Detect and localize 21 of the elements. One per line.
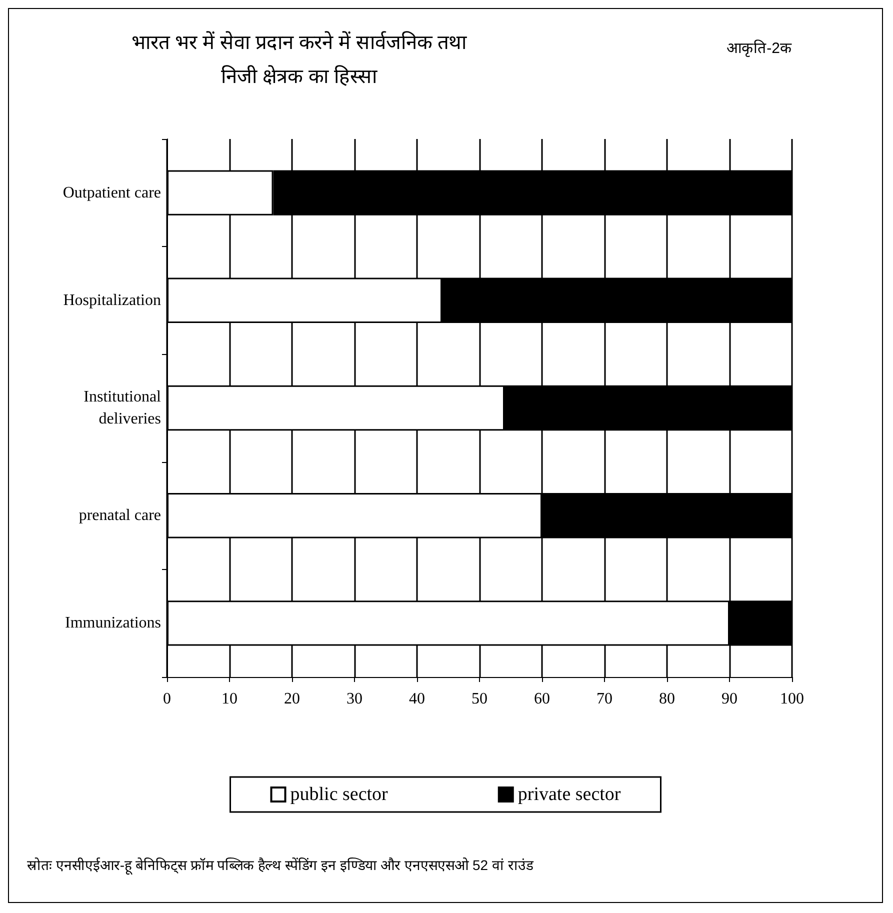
legend-label: public sector bbox=[290, 784, 389, 805]
x-tick-label: 100 bbox=[780, 690, 804, 708]
x-tick-label: 10 bbox=[222, 690, 238, 708]
text: स्रोतः एनसीएईआर-हू बेनिफिट्स फ्रॉम पब्लिक हैल्थ स्पेंडिंग इन इण्डिया और एनएसएसओ 52 वां राउंड bbox=[27, 857, 534, 875]
y-tick-label: Outpatient care bbox=[62, 184, 161, 202]
x-tick-label: 30 bbox=[346, 690, 362, 708]
x-tick-label: 40 bbox=[409, 690, 425, 708]
y-tick-label: Hospitalization bbox=[63, 292, 161, 309]
x-tick-label: 50 bbox=[472, 690, 488, 708]
y-tick-label: Institutional deliveries bbox=[84, 388, 162, 428]
chart-title: भारत भर में सेवा प्रदान करने में सार्वजनिक तथा निजी क्षेत्रक का हिस्सा bbox=[131, 31, 468, 88]
y-tick-label: prenatal care bbox=[78, 507, 161, 524]
text: आकृति-2क bbox=[726, 39, 792, 58]
x-tick-label: 20 bbox=[284, 690, 300, 708]
y-tick-label: Immunizations bbox=[65, 614, 161, 632]
x-tick-label: 0 bbox=[163, 690, 171, 708]
x-tick-label: 80 bbox=[659, 690, 675, 708]
legend-label: private sector bbox=[518, 784, 622, 805]
x-tick-label: 70 bbox=[596, 690, 612, 708]
x-tick-label: 60 bbox=[534, 690, 550, 708]
x-tick-label: 90 bbox=[722, 690, 738, 708]
